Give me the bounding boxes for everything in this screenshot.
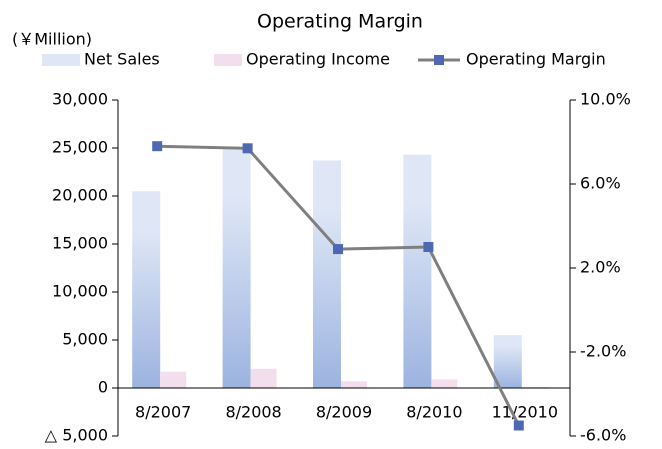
- y-tick-label: 5,000: [62, 330, 108, 349]
- y-tick-label: 0: [98, 378, 108, 397]
- y-tick-label: 25,000: [52, 138, 108, 157]
- bar: [160, 371, 187, 388]
- legend-swatch: [214, 54, 242, 66]
- bar: [250, 368, 277, 388]
- x-tick-label: 8/2010: [406, 403, 462, 422]
- marker: [513, 420, 524, 431]
- marker: [242, 143, 253, 154]
- bar: [403, 154, 432, 388]
- bar: [313, 160, 341, 388]
- marker: [333, 244, 343, 255]
- y2-tick-label: -6.0%: [580, 426, 626, 445]
- y2-tick-label: -2.0%: [580, 342, 626, 361]
- bar: [431, 379, 458, 388]
- y2-tick-label: 2.0%: [580, 258, 621, 277]
- legend-label: Operating Income: [246, 50, 390, 69]
- chart-title: Operating Margin: [257, 11, 423, 33]
- y-tick-label: 20,000: [52, 186, 108, 205]
- marker: [152, 141, 163, 152]
- x-tick-label: 8/2008: [225, 403, 281, 422]
- legend-label: Operating Margin: [466, 50, 606, 69]
- x-tick-label: 8/2009: [316, 403, 372, 422]
- bar: [341, 381, 367, 388]
- bar: [222, 148, 251, 388]
- bar: [493, 335, 522, 388]
- y2-tick-label: 10.0%: [580, 90, 631, 109]
- legend-label: Net Sales: [84, 50, 160, 69]
- legend-swatch: [42, 54, 80, 66]
- y-tick-label: 10,000: [52, 282, 108, 301]
- x-tick-label: 11/2010: [492, 403, 558, 422]
- y-axis-label: (￥Million): [12, 30, 92, 49]
- legend-marker: [434, 55, 444, 65]
- bar: [132, 191, 161, 388]
- y-tick-label: 30,000: [52, 90, 108, 109]
- y-tick-label: 15,000: [52, 234, 108, 253]
- marker: [423, 242, 434, 252]
- y2-tick-label: 6.0%: [580, 174, 621, 193]
- y-tick-label: △ 5,000: [45, 426, 108, 445]
- x-tick-label: 8/2007: [135, 403, 191, 422]
